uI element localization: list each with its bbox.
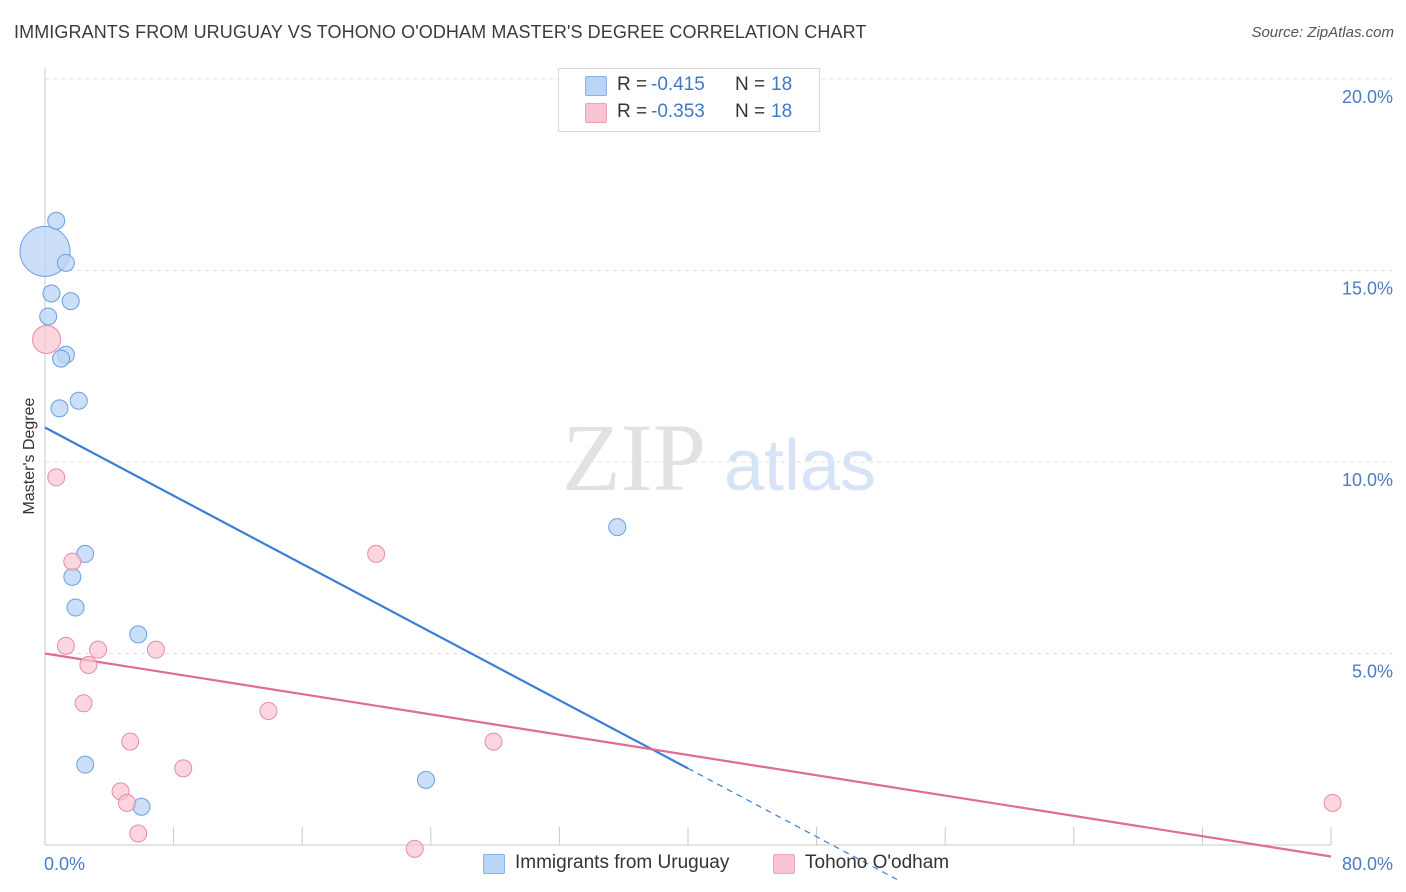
point-tohono	[405, 839, 424, 858]
point-uruguay	[69, 391, 88, 410]
source-credit: Source: ZipAtlas.com	[1251, 24, 1394, 41]
legend-swatch-tohono	[585, 103, 607, 123]
legend-n-value: 18	[771, 74, 793, 95]
chart-title: IMMIGRANTS FROM URUGUAY VS TOHONO O'ODHA…	[14, 22, 867, 42]
point-tohono	[47, 468, 66, 487]
point-tohono	[259, 701, 278, 720]
y-tick-label: 10.0%	[1342, 470, 1393, 490]
point-uruguay	[61, 292, 80, 311]
point-tohono	[79, 655, 98, 674]
point-uruguay	[50, 399, 69, 418]
trend-lines	[44, 426, 1332, 880]
legend-r-label: R =	[617, 74, 648, 95]
x-tick-label: 0.0%	[44, 854, 85, 874]
legend-n-label: N =	[735, 74, 766, 95]
point-uruguay	[42, 284, 61, 303]
axes	[44, 68, 1332, 846]
point-tohono	[146, 640, 165, 659]
point-tohono	[367, 544, 386, 563]
point-tohono	[1323, 793, 1342, 812]
bottom-legend-swatch-uruguay	[483, 854, 505, 874]
point-uruguay	[47, 211, 66, 230]
data-points	[19, 211, 1342, 858]
point-tohono	[117, 793, 136, 812]
point-uruguay	[66, 598, 85, 617]
point-uruguay	[52, 349, 71, 368]
bottom-legend-label: Tohono O'odham	[805, 852, 950, 873]
y-tick-label: 20.0%	[1342, 87, 1393, 107]
y-tick-label: 5.0%	[1352, 662, 1393, 682]
point-uruguay	[63, 567, 82, 586]
point-uruguay	[56, 253, 75, 272]
point-tohono	[56, 636, 75, 655]
x-tick-label: 80.0%	[1342, 854, 1393, 874]
watermark-zip: ZIP	[562, 404, 706, 511]
bottom-legend-label: Immigrants from Uruguay	[515, 852, 730, 873]
point-tohono	[484, 732, 503, 751]
legend-n-label: N =	[735, 101, 766, 122]
point-tohono	[63, 552, 82, 571]
trend-line-uruguay	[44, 426, 689, 770]
y-tick-label: 15.0%	[1342, 279, 1393, 299]
point-tohono	[89, 640, 108, 659]
legend-r-label: R =	[617, 101, 648, 122]
point-uruguay	[129, 625, 148, 644]
point-tohono	[121, 732, 140, 751]
point-uruguay	[39, 307, 58, 326]
point-uruguay	[416, 770, 435, 789]
point-tohono	[174, 759, 193, 778]
gridlines	[45, 78, 1392, 654]
bottom-legend-swatch-tohono	[773, 854, 795, 874]
point-tohono	[32, 324, 62, 354]
watermark: ZIP atlas	[562, 404, 876, 511]
legend-n-value: 18	[771, 101, 793, 122]
legend-swatch-uruguay	[585, 76, 607, 96]
correlation-legend: R = -0.415 N = 18 R = -0.353 N = 18	[558, 68, 820, 132]
y-axis-label: Master's Degree	[21, 397, 38, 514]
point-uruguay	[76, 755, 95, 774]
watermark-atlas: atlas	[724, 426, 876, 506]
trend-line-tohono	[44, 652, 1332, 858]
tick-labels: 5.0% 10.0% 15.0% 20.0% 0.0% 80.0%	[44, 87, 1393, 874]
legend-r-value: -0.353	[651, 101, 705, 122]
legend-r-value: -0.415	[651, 74, 705, 95]
point-tohono	[74, 694, 93, 713]
point-tohono	[129, 824, 148, 843]
point-uruguay	[608, 518, 627, 537]
